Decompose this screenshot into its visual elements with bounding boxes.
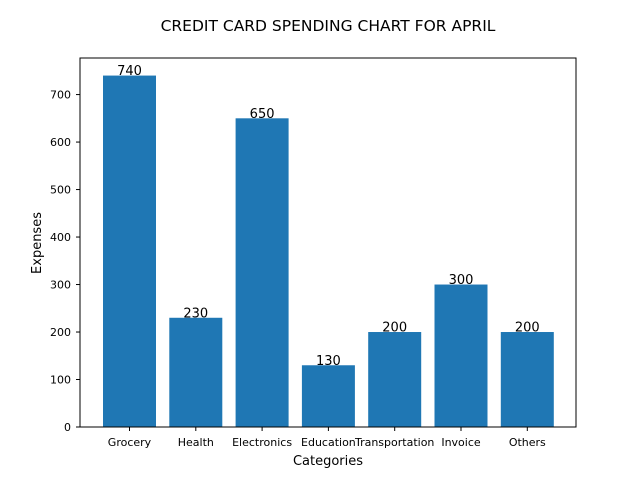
x-tick-label-health: Health (178, 436, 214, 449)
plot-area (79, 57, 577, 428)
bar-invoice (434, 284, 488, 427)
y-tick-label-0: 0 (64, 421, 71, 434)
x-tick-label-transportation: Transportation (354, 436, 434, 449)
y-axis-label: Expenses (30, 212, 45, 274)
bar-electronics (235, 118, 289, 427)
y-axis: 0 100 200 300 400 500 600 700 (50, 89, 80, 434)
x-tick-label-education: Education (301, 436, 356, 449)
y-tick-label-300: 300 (50, 279, 71, 292)
x-tick-label-invoice: Invoice (441, 436, 481, 449)
bar-grocery (103, 75, 156, 427)
x-tick-label-grocery: Grocery (108, 436, 152, 449)
x-axis-label: Categories (293, 454, 363, 469)
x-tick-label-electronics: Electronics (232, 436, 292, 449)
y-tick-label-200: 200 (50, 326, 71, 339)
data-label-health: 230 (183, 306, 208, 321)
data-label-transportation: 200 (382, 321, 407, 336)
bar-health (169, 317, 223, 427)
y-tick-label-700: 700 (50, 89, 71, 102)
bar-transportation (368, 332, 422, 427)
bar-others (500, 332, 554, 427)
y-tick-label-400: 400 (50, 231, 71, 244)
data-label-education: 130 (316, 354, 341, 369)
data-label-invoice: 300 (449, 273, 474, 288)
x-tick-label-others: Others (509, 436, 546, 449)
chart-title: CREDIT CARD SPENDING CHART FOR APRIL (161, 17, 496, 35)
data-labels-group: 740 230 650 130 200 300 200 (117, 64, 540, 369)
bar-education (301, 365, 355, 427)
bars-group (103, 75, 554, 427)
data-label-electronics: 650 (250, 107, 275, 122)
data-label-grocery: 740 (117, 64, 142, 79)
y-tick-label-600: 600 (50, 136, 71, 149)
y-tick-label-100: 100 (50, 374, 71, 387)
data-label-others: 200 (515, 321, 540, 336)
y-tick-label-500: 500 (50, 184, 71, 197)
x-axis: Grocery Health Electronics Education Transpo… (108, 427, 546, 449)
